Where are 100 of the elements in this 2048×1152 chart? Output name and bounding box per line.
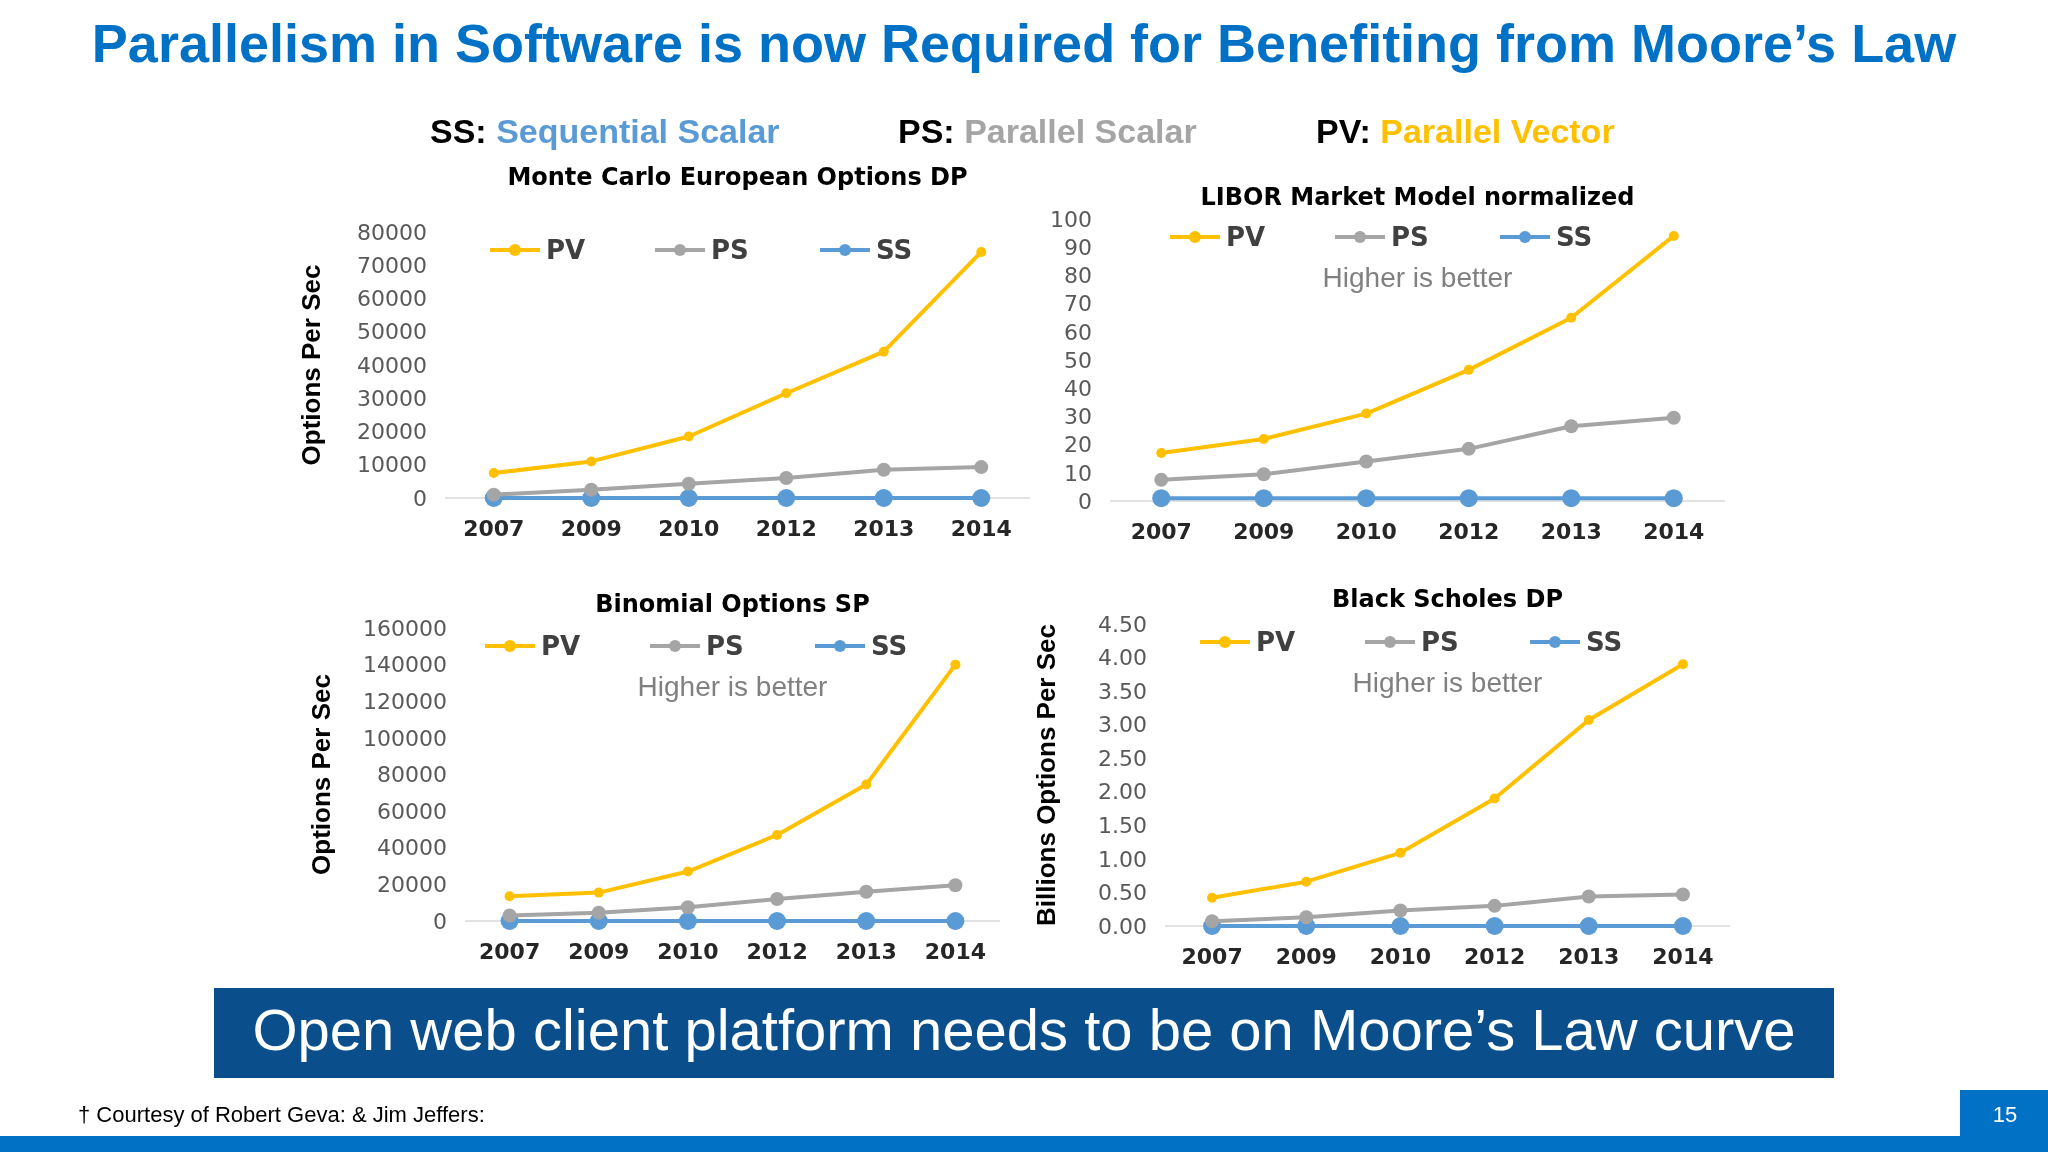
point: [1156, 448, 1167, 459]
point: [486, 487, 501, 502]
point: [1668, 230, 1679, 241]
y-tick-label: 3.50: [1098, 678, 1147, 704]
text: 15: [1992, 1102, 2018, 1127]
x-tick-label: 2014: [924, 939, 987, 964]
chart-title: Monte Carlo European Options DP: [507, 163, 968, 191]
point: [777, 489, 796, 507]
x-tick-label: 2013: [1558, 944, 1620, 969]
x-tick-label: 2014: [950, 516, 1012, 541]
point: [861, 779, 872, 790]
point: [1664, 489, 1683, 508]
legend-label: SS: [871, 631, 908, 661]
y-tick-label: 40: [1064, 375, 1092, 401]
y-tick-label: 100000: [363, 725, 447, 751]
y-axis-title: Billions Options Per Sec: [1031, 624, 1061, 926]
x-tick-label: 2007: [478, 939, 541, 964]
x-tick-label: 2013: [835, 939, 897, 964]
y-tick-label: 40000: [357, 352, 427, 378]
legend-label: PS: [711, 235, 749, 265]
x-tick-label: 2009: [568, 939, 630, 964]
legend-label: PV: [541, 631, 581, 661]
point: [772, 829, 783, 840]
y-tick-label: 60000: [357, 286, 427, 312]
point: [781, 388, 792, 399]
point: [683, 431, 694, 442]
y-tick-label: 80: [1064, 263, 1092, 289]
point: [779, 471, 794, 486]
annotation: Higher is better: [1352, 667, 1543, 698]
y-tick-label: 90: [1064, 234, 1092, 260]
y-tick-label: 4.50: [1098, 611, 1147, 637]
point: [584, 482, 599, 497]
point: [586, 456, 597, 467]
point: [1301, 876, 1312, 887]
legend-label: PV: [1226, 222, 1266, 252]
x-tick-label: 2007: [463, 516, 525, 541]
x-tick-label: 2007: [1130, 519, 1192, 544]
text: † Courtesy of Robert Geva: & Jim Jeffers:: [78, 1102, 485, 1127]
y-tick-label: 0.50: [1098, 880, 1147, 906]
legend-label: SS: [876, 235, 913, 265]
point: [859, 884, 874, 899]
point: [1395, 847, 1406, 858]
y-tick-label: 2.00: [1098, 779, 1147, 805]
point: [976, 246, 987, 257]
x-tick-label: 2012: [1438, 519, 1500, 544]
text: PV: Parallel Vector: [1316, 112, 1615, 150]
y-tick-label: 40000: [377, 835, 447, 861]
chart-title: LIBOR Market Model normalized: [1200, 183, 1635, 211]
text: Open web client platform needs to be on Moore’s Law curve: [252, 997, 1796, 1062]
point: [948, 878, 963, 893]
point: [504, 891, 515, 902]
y-tick-label: 2.50: [1098, 745, 1147, 771]
point: [681, 476, 696, 491]
point: [1581, 889, 1596, 904]
point: [1463, 364, 1474, 375]
point: [1393, 903, 1408, 918]
point: [1299, 910, 1314, 925]
y-tick-label: 20000: [357, 419, 427, 445]
point: [874, 489, 893, 507]
point: [1562, 489, 1581, 508]
y-tick-label: 1.50: [1098, 813, 1147, 839]
y-tick-label: 10000: [357, 452, 427, 478]
text: Parallelism in Software is now Required for Benefiting from Moore’s Law: [91, 13, 1958, 73]
point: [946, 912, 965, 930]
point: [1666, 410, 1681, 425]
point: [768, 912, 787, 930]
legend-label: SS: [1586, 627, 1623, 657]
y-tick-label: 80000: [357, 219, 427, 245]
point: [1258, 433, 1269, 444]
point: [1673, 917, 1692, 935]
point: [680, 900, 695, 915]
point: [1677, 659, 1688, 670]
point: [1154, 472, 1169, 487]
legend-label: SS: [1556, 222, 1593, 252]
y-tick-label: 70: [1064, 291, 1092, 317]
y-tick-label: 10: [1064, 460, 1092, 486]
y-tick-label: 100: [1050, 206, 1092, 232]
x-tick-label: 2010: [1369, 944, 1432, 969]
point: [878, 346, 889, 357]
point: [1461, 441, 1476, 456]
y-tick-label: 0: [1078, 488, 1092, 514]
y-tick-label: 70000: [357, 252, 427, 278]
point: [1256, 467, 1271, 482]
annotation: Higher is better: [637, 671, 828, 702]
point: [1205, 914, 1220, 929]
x-tick-label: 2010: [1335, 519, 1397, 544]
y-tick-label: 0: [413, 485, 427, 511]
annotation: Higher is better: [1322, 262, 1513, 293]
x-tick-label: 2009: [1275, 944, 1337, 969]
y-tick-label: 0: [433, 908, 447, 934]
point: [974, 460, 989, 475]
point: [1459, 489, 1478, 508]
point: [591, 905, 606, 920]
point: [1361, 408, 1372, 419]
x-tick-label: 2009: [1233, 519, 1295, 544]
y-axis-title: Options Per Sec: [296, 264, 326, 466]
y-axis-title: Options Per Sec: [306, 674, 336, 875]
point: [1391, 917, 1410, 935]
legend-label: PV: [546, 235, 586, 265]
point: [1566, 312, 1577, 323]
